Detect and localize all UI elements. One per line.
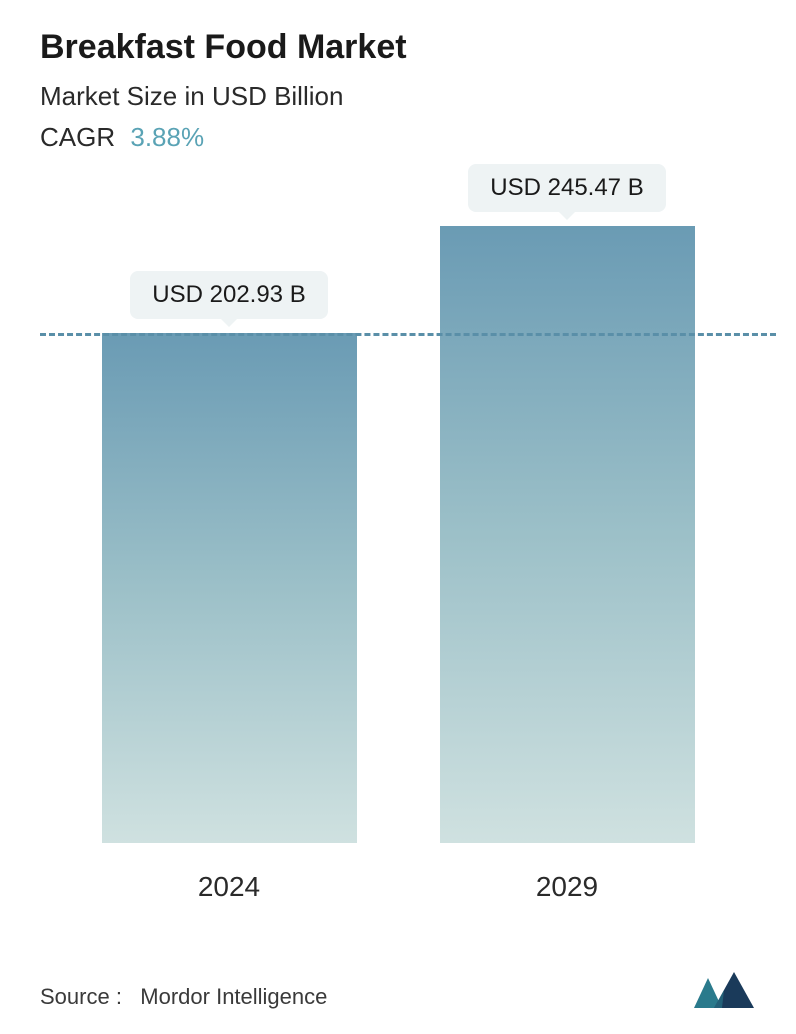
bar-2029 [440, 226, 695, 843]
source-text: Source : Mordor Intelligence [40, 984, 327, 1010]
cagr-label: CAGR [40, 122, 115, 152]
cagr-value: 3.88% [130, 122, 204, 152]
x-label-2029: 2029 [427, 871, 707, 903]
source-name: Mordor Intelligence [140, 984, 327, 1009]
bar-group-2029: USD 245.47 B [427, 164, 707, 843]
x-label-2024: 2024 [89, 871, 369, 903]
footer: Source : Mordor Intelligence [40, 970, 756, 1010]
chart-subtitle: Market Size in USD Billion [40, 81, 756, 112]
bar-2024 [102, 333, 357, 843]
chart-area: USD 202.93 B USD 245.47 B 2024 2029 [60, 203, 736, 903]
chart-title: Breakfast Food Market [40, 28, 756, 67]
value-badge: USD 245.47 B [468, 164, 665, 212]
source-label: Source : [40, 984, 122, 1009]
reference-dash-line [40, 333, 776, 336]
mordor-logo-icon [692, 970, 756, 1010]
x-axis-labels: 2024 2029 [60, 871, 736, 903]
bars-group: USD 202.93 B USD 245.47 B [60, 203, 736, 843]
bar-group-2024: USD 202.93 B [89, 271, 369, 843]
cagr-row: CAGR 3.88% [40, 122, 756, 153]
chart-container: Breakfast Food Market Market Size in USD… [0, 0, 796, 1034]
value-badge: USD 202.93 B [130, 271, 327, 319]
